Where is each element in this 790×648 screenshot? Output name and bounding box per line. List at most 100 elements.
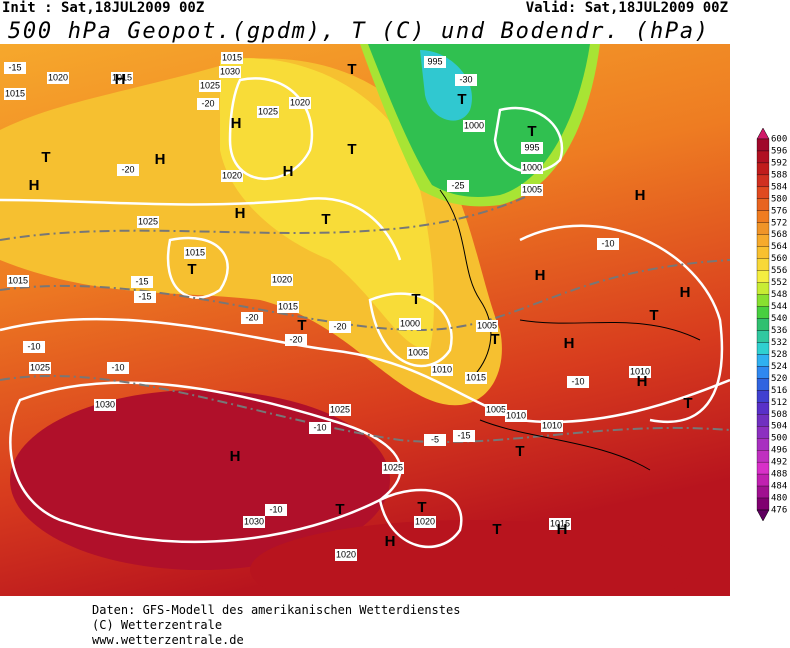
contour-label: -10 xyxy=(269,504,282,514)
pressure-center: T xyxy=(187,261,196,278)
colorbar-label: 564 xyxy=(771,242,787,252)
colorbar-cell xyxy=(756,366,770,379)
pressure-center: T xyxy=(321,211,330,228)
colorbar-cell xyxy=(756,246,770,259)
colorbar-label: 560 xyxy=(771,254,787,264)
label-box xyxy=(455,74,477,86)
contour-label: 1015 xyxy=(550,518,570,528)
isobar xyxy=(166,236,229,299)
label-box xyxy=(271,274,293,286)
pressure-center: H xyxy=(557,521,568,538)
map-title: 500 hPa Geopot.(gpdm), T (C) und Bodendr… xyxy=(8,19,708,44)
pressure-center: T xyxy=(515,443,524,460)
contour-label: -20 xyxy=(201,98,214,108)
footer-line: www.wetterzentrale.de xyxy=(92,633,244,647)
isotherm xyxy=(0,189,541,241)
label-box xyxy=(243,516,265,528)
label-box xyxy=(285,334,307,346)
contour-label: 1015 xyxy=(5,88,25,98)
label-box xyxy=(7,275,29,287)
colorbar-label: 552 xyxy=(771,278,787,288)
contour-label: 1025 xyxy=(30,362,50,372)
pressure-center: T xyxy=(527,123,536,140)
colorbar-cell xyxy=(756,390,770,403)
label-box xyxy=(414,516,436,528)
contour-label: -10 xyxy=(601,238,614,248)
contour-label: -15 xyxy=(8,62,21,72)
label-box xyxy=(4,88,26,100)
colorbar-label: 528 xyxy=(771,350,787,360)
colorbar-cell xyxy=(756,485,770,499)
contour-label: -10 xyxy=(111,362,124,372)
contour-label: 1030 xyxy=(95,399,115,409)
colorbar-cell xyxy=(756,294,770,307)
contour-label: -20 xyxy=(289,334,302,344)
colorbar-label: 532 xyxy=(771,338,787,348)
pressure-center: T xyxy=(683,395,692,412)
contour-label: 995 xyxy=(427,56,442,66)
colorbar-label: 572 xyxy=(771,218,787,228)
pressure-center: H xyxy=(564,335,575,352)
contour-label: 1025 xyxy=(138,216,158,226)
contour-label: -15 xyxy=(138,291,151,301)
contour-label: 1015 xyxy=(8,275,28,285)
colorbar-label: 600 xyxy=(771,135,787,145)
label-box xyxy=(107,362,129,374)
contour-label: 1020 xyxy=(415,516,435,526)
label-box xyxy=(521,184,543,196)
label-box xyxy=(257,106,279,118)
colorbar-cell xyxy=(756,461,770,475)
contour-label: -20 xyxy=(121,164,134,174)
colorbar-cell xyxy=(756,414,770,427)
contour-label: -10 xyxy=(571,376,584,386)
colorbar-label: 500 xyxy=(771,434,787,444)
footer-line: (C) Wetterzentrale xyxy=(92,618,222,632)
colorbar-cap xyxy=(756,509,770,522)
colorbar-label: 504 xyxy=(771,422,787,432)
pressure-center: T xyxy=(417,499,426,516)
contour-label: 1010 xyxy=(630,366,650,376)
hot-region-south xyxy=(250,520,690,596)
isobar xyxy=(368,292,453,367)
footer-line: Daten: GFS-Modell des amerikanischen Wet… xyxy=(92,603,460,617)
label-box xyxy=(505,410,527,422)
label-box xyxy=(221,170,243,182)
colorbar-cell xyxy=(756,186,770,199)
colorbar-label: 536 xyxy=(771,326,787,336)
colorbar-label: 592 xyxy=(771,158,787,168)
label-box xyxy=(465,372,487,384)
isotherm xyxy=(0,374,730,444)
label-box xyxy=(47,72,69,84)
colorbar-label: 556 xyxy=(771,266,787,276)
coastline xyxy=(439,189,701,471)
colorbar-cap xyxy=(756,127,770,140)
label-box xyxy=(131,276,153,288)
label-box xyxy=(197,98,219,110)
label-box xyxy=(541,420,563,432)
contour-label: -20 xyxy=(245,312,258,322)
contour-label: 1030 xyxy=(244,516,264,526)
pressure-center: H xyxy=(29,177,40,194)
contour-label: 1000 xyxy=(400,318,420,328)
colorbar-label: 544 xyxy=(771,302,787,312)
isobar xyxy=(519,224,724,424)
colorbar-label: 520 xyxy=(771,374,787,384)
pressure-center: T xyxy=(492,521,501,538)
contour-label: -15 xyxy=(457,430,470,440)
contour-label: 1020 xyxy=(222,170,242,180)
contour-label: 1015 xyxy=(112,72,132,82)
colorbar-cell xyxy=(756,354,770,367)
contour-label: -15 xyxy=(135,276,148,286)
colorbar-cell xyxy=(756,497,770,511)
label-box xyxy=(453,430,475,442)
contour-label: 995 xyxy=(524,142,539,152)
colorbar-cell xyxy=(756,222,770,235)
contour-label: 1015 xyxy=(278,301,298,311)
colorbar-label: 508 xyxy=(771,410,787,420)
contour-label: -5 xyxy=(431,434,439,444)
colorbar-cell xyxy=(756,450,770,463)
label-box xyxy=(476,320,498,332)
pressure-center: H xyxy=(115,71,126,88)
contour-label: 1025 xyxy=(330,404,350,414)
